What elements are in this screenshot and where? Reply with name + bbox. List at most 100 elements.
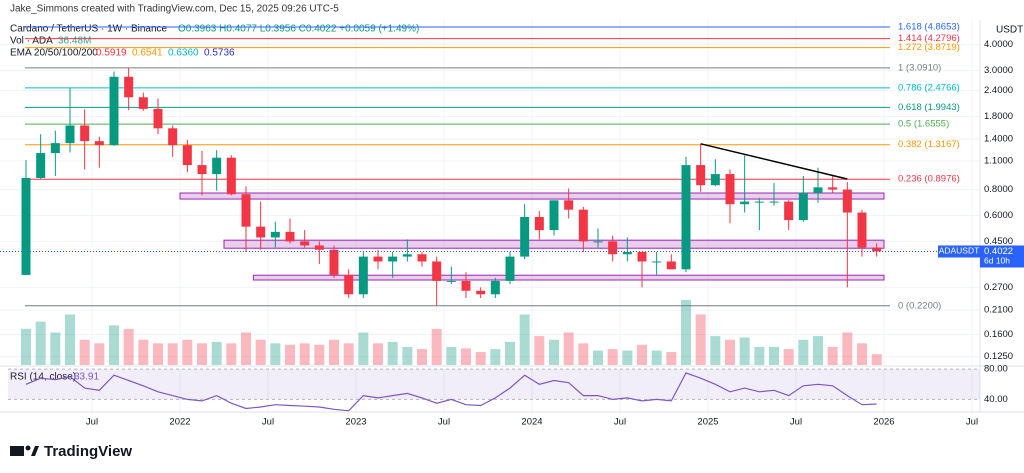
- x-tick-label: Jul: [86, 417, 98, 428]
- volume-bar: [358, 332, 369, 365]
- y-tick-label: 1.8000: [984, 111, 1013, 122]
- volume-bar: [519, 314, 530, 365]
- candle-body: [285, 231, 295, 242]
- volume-bar: [549, 339, 559, 365]
- candle-body: [740, 201, 750, 205]
- fib-label: 0.5 (1.6555): [898, 119, 949, 130]
- candle-body: [344, 274, 354, 295]
- fib-label: 0.382 (1.3167): [898, 139, 960, 150]
- volume-bar: [593, 350, 603, 365]
- candle-body: [520, 216, 530, 257]
- candle-body: [432, 261, 442, 281]
- volume-bar: [79, 339, 90, 365]
- candle-body: [637, 251, 647, 262]
- candle-body: [461, 280, 471, 291]
- volume-bar: [402, 346, 413, 365]
- volume-bar: [387, 341, 398, 365]
- candle-body: [109, 76, 119, 146]
- volume-bar: [226, 343, 237, 365]
- candle-body: [476, 290, 486, 295]
- y-tick-label: 0.4500: [984, 236, 1013, 247]
- symbol-tag: ADAUSDT: [939, 246, 980, 256]
- volume-bar: [255, 339, 266, 365]
- vol-label: Vol · ADA: [10, 36, 53, 47]
- y-tick-label: 1.4000: [984, 134, 1013, 145]
- candle-body: [168, 128, 178, 146]
- y-tick-label: 0.2700: [984, 282, 1013, 293]
- candle-body: [813, 187, 823, 194]
- volume-bar: [417, 349, 427, 365]
- candle-body: [314, 245, 324, 250]
- fib-label: 0.236 (0.8976): [898, 174, 960, 185]
- candle-body: [329, 249, 339, 275]
- y-tick-label: 2.4000: [984, 85, 1013, 96]
- volume-bar: [123, 328, 134, 365]
- zone: [179, 192, 885, 200]
- y-tick-label: 4.0000: [984, 39, 1013, 50]
- volume-bar: [739, 337, 750, 365]
- countdown: 6d 10h: [984, 256, 1010, 266]
- candle-body: [226, 157, 236, 195]
- y-tick-label: 0.2100: [984, 305, 1013, 316]
- x-tick-label: 2025: [697, 417, 718, 428]
- volume-bar: [35, 321, 46, 365]
- candle-body: [446, 280, 456, 282]
- y-tick-label: 1.1000: [984, 155, 1013, 166]
- rsi-value: 33.91: [74, 372, 99, 383]
- candle-body: [857, 212, 867, 248]
- candle-body: [417, 254, 427, 262]
- candle-body: [300, 241, 310, 246]
- volume-bar: [153, 343, 163, 365]
- credit: Jake_Simmons created with TradingView.co…: [10, 4, 339, 15]
- volume-bar: [857, 343, 867, 365]
- volume-bar: [783, 349, 794, 365]
- volume-bar: [505, 341, 515, 365]
- ema-value: 0.6541: [132, 48, 163, 59]
- ema-value: 0.6360: [168, 48, 199, 59]
- candle-body: [358, 256, 368, 295]
- volume-bar: [607, 349, 618, 365]
- volume-bar: [65, 314, 75, 365]
- volume-bar: [578, 343, 589, 365]
- volume-bar: [461, 348, 471, 365]
- volume-bar: [754, 346, 765, 365]
- candle-body: [549, 200, 559, 231]
- volume-bar: [167, 343, 178, 365]
- candle-body: [373, 256, 383, 262]
- candle-body: [182, 145, 192, 166]
- rsi-line: [25, 372, 877, 412]
- x-tick-label: 2024: [521, 417, 542, 428]
- candle-body: [36, 153, 46, 178]
- volume-bar: [651, 350, 662, 365]
- candle-body: [754, 201, 764, 203]
- volume-bar: [329, 339, 339, 365]
- volume-bar: [813, 336, 823, 365]
- x-tick-label: 2026: [873, 417, 894, 428]
- candle-body: [65, 125, 75, 144]
- candle-body: [696, 165, 706, 186]
- zone: [223, 239, 885, 249]
- candle-body: [21, 177, 31, 275]
- candle-body: [505, 256, 515, 281]
- candle-body: [197, 165, 207, 175]
- volume-bar: [842, 332, 853, 365]
- volume-bar: [446, 346, 457, 365]
- candle-body: [270, 231, 280, 238]
- ema-value: 0.5919: [96, 48, 127, 59]
- candle-body: [50, 143, 60, 154]
- x-tick-label: 2022: [169, 417, 190, 428]
- candle-body: [564, 200, 574, 210]
- volume-bar: [94, 343, 105, 365]
- candle-body: [798, 193, 808, 221]
- x-tick-label: Jul: [790, 417, 802, 428]
- candle-body: [710, 174, 720, 186]
- brand-logo: [10, 445, 39, 456]
- candle-body: [652, 261, 662, 263]
- x-tick-label: 2023: [345, 417, 366, 428]
- volume-bar: [182, 339, 193, 365]
- volume-bar: [241, 332, 251, 365]
- last-price-label: 0.4022: [984, 246, 1013, 257]
- rsi-label: RSI (14, close): [10, 372, 76, 383]
- y-tick-label: 0.8000: [984, 184, 1013, 195]
